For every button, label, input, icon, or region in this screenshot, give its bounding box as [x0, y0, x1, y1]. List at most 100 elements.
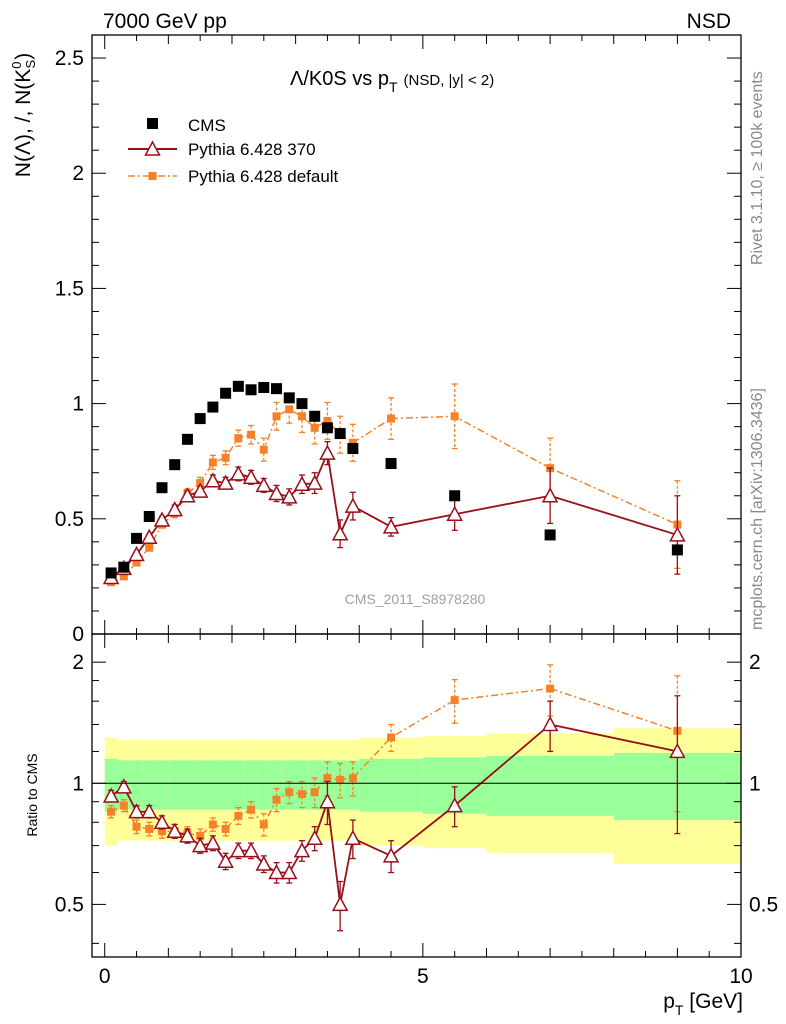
chart-title: Λ/K0S vs pT (NSD, |y| < 2) — [290, 68, 494, 95]
cms-point — [232, 380, 244, 392]
pythia370-ratio-point — [541, 715, 559, 732]
pythia370-main-point — [166, 501, 183, 517]
pythia-default-ratio-point — [221, 824, 230, 833]
pythia370-ratio-point — [115, 778, 133, 794]
pythia370-main-point — [541, 487, 559, 503]
cms-point — [245, 384, 257, 396]
pythia-default-ratio-point — [132, 822, 141, 831]
ratio-y-tick-label-right: 2 — [749, 651, 761, 674]
pythia370-main-point — [128, 545, 145, 562]
pythia-default-main-point — [387, 414, 396, 423]
pythia370-ratio-point — [141, 803, 158, 819]
pythia370-main-point — [382, 518, 400, 534]
pythia370-main-point — [293, 475, 311, 491]
legend: CMS Pythia 6.428 370 Pythia 6.428 defaul… — [128, 116, 339, 186]
cms-point — [220, 387, 232, 399]
ratio-band-inner — [155, 760, 169, 810]
pythia370-main-point — [255, 476, 273, 493]
ratio-band-inner — [346, 760, 360, 810]
pythia-default-ratio-point — [285, 788, 294, 797]
main-y-tick-label: 1.5 — [55, 277, 84, 300]
pythia370-main-point — [306, 474, 323, 490]
pythia-default-main-point — [132, 558, 141, 567]
legend-label-pythia-default: Pythia 6.428 default — [188, 167, 339, 186]
cms-point — [671, 544, 683, 556]
pythia370-ratio-point — [446, 797, 463, 813]
rivet-version-label: Rivet 3.1.10, ≥ 100k events — [749, 71, 766, 265]
pythia-default-main-point — [234, 434, 243, 443]
pythia-default-main-point — [285, 405, 294, 414]
cms-point — [347, 443, 359, 455]
cms-point — [105, 567, 117, 579]
ratio-band-inner — [486, 755, 614, 816]
pythia-default-main-point — [348, 438, 357, 447]
main-y-tick-label: 1 — [72, 393, 84, 416]
pythia-default-main-point — [119, 572, 128, 581]
pythia-default-ratio-point — [119, 801, 128, 810]
pythia370-ratio-point — [153, 813, 171, 830]
pythia370-main-point — [230, 465, 247, 481]
pythia370-main-point — [331, 525, 349, 541]
cms-point — [156, 482, 168, 494]
pythia370-main-point — [242, 468, 260, 485]
analysis-watermark: CMS_2011_S8978280 — [345, 591, 486, 607]
cms-point — [309, 410, 321, 422]
pythia370-ratio-point — [280, 863, 298, 880]
pythia-default-ratio-point — [247, 805, 256, 814]
ratio-band-inner — [181, 760, 194, 810]
main-y-axis-title: N(Λ), /, N(K0S) — [9, 53, 38, 177]
ratio-band-inner — [257, 760, 271, 810]
pythia370-ratio-point — [179, 827, 196, 843]
ratio-band-inner — [193, 760, 207, 810]
pythia-default-ratio-point — [145, 824, 154, 833]
pythia-default-ratio-point — [157, 827, 166, 836]
pythia370-main-line — [110, 449, 678, 579]
ratio-y-tick-label-right: 1 — [749, 772, 761, 795]
process-label: NSD — [687, 10, 731, 33]
ratio-band-inner — [168, 760, 182, 810]
ratio-band-inner — [206, 760, 220, 810]
main-y-tick-label: 0 — [72, 623, 84, 646]
ratio-y-tick-label-left: 1 — [72, 772, 84, 795]
cms-point — [258, 381, 270, 393]
data-marks — [102, 380, 686, 932]
ratio-band-inner — [104, 758, 118, 812]
main-y-tick-label: 2 — [72, 162, 84, 185]
pythia-default-main-point — [247, 430, 256, 439]
pythia370-ratio-point — [306, 829, 323, 846]
x-axis-title: pT [GeV] — [663, 990, 743, 1018]
ratio-y-tick-label-right: 0.5 — [749, 893, 778, 916]
pythia-default-main-point — [145, 543, 154, 552]
cms-point — [385, 458, 397, 470]
pythia370-main-point — [446, 505, 463, 521]
pythia-default-ratio-point — [310, 788, 319, 797]
pythia370-ratio-point — [319, 793, 336, 809]
cms-point — [131, 532, 143, 544]
cms-point — [118, 561, 130, 573]
pythia-default-main-point — [221, 453, 230, 462]
pythia370-ratio-point — [293, 842, 311, 858]
pythia-default-main-point — [450, 412, 459, 421]
pythia-default-main-point — [310, 423, 319, 432]
pythia-default-ratio-point — [450, 696, 459, 705]
legend-marker-cms — [147, 118, 158, 129]
pythia370-main-point — [204, 472, 222, 488]
ratio-band-inner — [219, 760, 232, 810]
ratio-band-inner — [282, 760, 296, 810]
pythia370-ratio-point — [331, 895, 349, 912]
pythia-default-ratio-point — [348, 774, 357, 783]
ratio-frame — [91, 633, 742, 958]
pythia370-ratio-point — [382, 847, 400, 863]
cms-point — [143, 511, 155, 523]
pythia370-ratio-point — [344, 829, 362, 846]
cms-point — [544, 529, 556, 541]
pythia-default-ratio-point — [196, 831, 205, 840]
pythia370-ratio-point — [268, 863, 285, 880]
pythia-default-ratio-point — [234, 811, 243, 820]
cms-point — [271, 383, 283, 395]
pythia-default-ratio-point — [546, 684, 555, 693]
cms-point — [334, 428, 346, 440]
pythia370-ratio-point — [102, 787, 120, 803]
pythia370-ratio-point — [255, 855, 273, 871]
